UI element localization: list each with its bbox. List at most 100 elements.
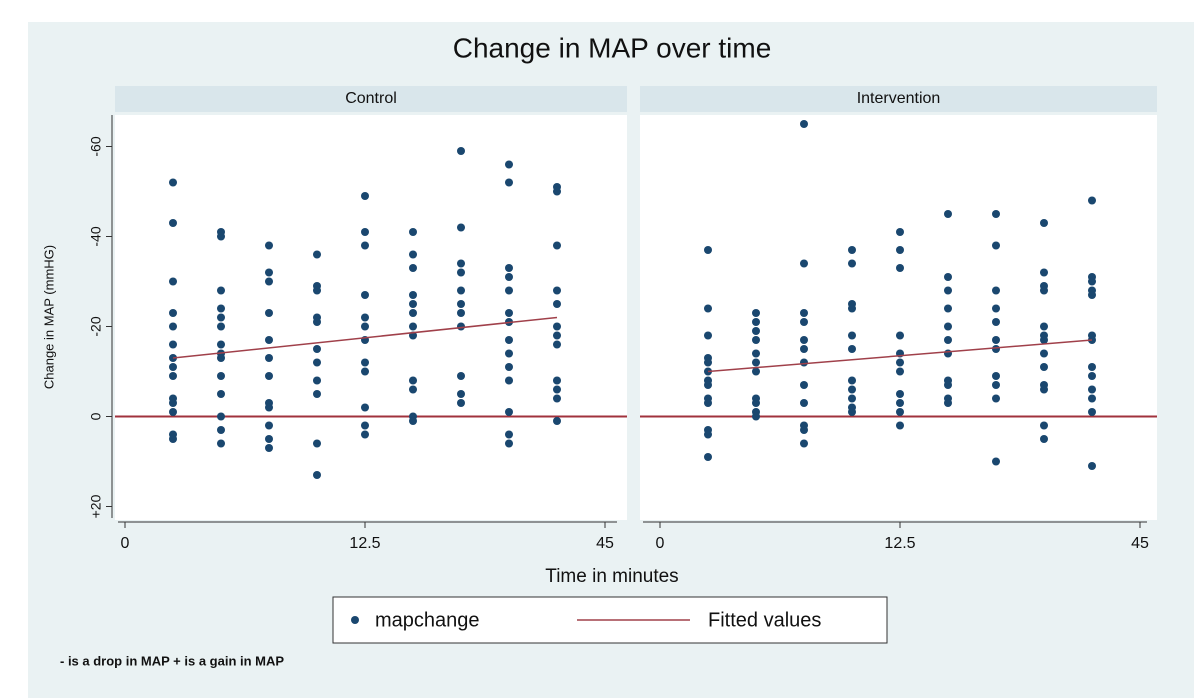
y-tick-label: 0: [88, 412, 104, 420]
panel-title: Intervention: [857, 90, 941, 107]
point: [505, 408, 513, 416]
point: [505, 160, 513, 169]
point: [848, 376, 856, 385]
point: [505, 273, 513, 281]
point: [457, 268, 465, 277]
point: [752, 399, 760, 407]
point: [265, 309, 273, 317]
point: [505, 363, 513, 371]
point: [361, 403, 369, 412]
point: [800, 336, 808, 344]
point: [457, 286, 465, 295]
point: [896, 264, 904, 272]
strip: [115, 86, 627, 112]
y-axis-label: Change in MAP (mmHG): [41, 245, 56, 389]
x-axis-label: Time in minutes: [545, 566, 678, 587]
point: [704, 430, 712, 439]
point: [409, 264, 417, 272]
point: [944, 349, 952, 358]
point: [505, 430, 513, 439]
point: [800, 309, 808, 317]
point: [361, 367, 369, 376]
point: [1040, 421, 1048, 430]
point: [944, 273, 952, 281]
point: [848, 331, 856, 340]
point: [752, 349, 760, 358]
point: [704, 453, 712, 461]
point: [992, 318, 1000, 326]
point: [752, 367, 760, 376]
point: [265, 241, 273, 250]
point: [169, 309, 177, 317]
point: [1088, 196, 1096, 205]
point: [313, 376, 321, 385]
point: [1040, 385, 1048, 394]
point: [409, 385, 417, 394]
point: [169, 340, 177, 349]
point: [848, 394, 856, 403]
point: [457, 259, 465, 268]
point: [896, 228, 904, 236]
point: [752, 412, 760, 421]
point: [848, 385, 856, 394]
point: [553, 417, 561, 425]
point: [553, 331, 561, 340]
point: [848, 246, 856, 254]
point: [752, 358, 760, 367]
point: [169, 277, 177, 286]
point: [553, 241, 561, 250]
point: [169, 408, 177, 416]
point: [1088, 394, 1096, 403]
point: [553, 322, 561, 331]
point: [944, 336, 952, 344]
point: [217, 232, 225, 241]
point: [944, 322, 952, 331]
point: [505, 376, 513, 385]
point: [800, 120, 808, 128]
point: [361, 421, 369, 430]
point: [505, 439, 513, 448]
point: [800, 345, 808, 353]
point: [992, 210, 1000, 218]
point: [265, 403, 273, 412]
point: [752, 318, 760, 326]
plot-area: [115, 115, 627, 520]
point: [1088, 363, 1096, 371]
point: [361, 358, 369, 367]
point: [944, 210, 952, 218]
point: [457, 322, 465, 331]
point: [848, 259, 856, 268]
point: [896, 390, 904, 398]
point: [992, 394, 1000, 403]
point: [505, 336, 513, 344]
x-tick-label: 0: [656, 535, 665, 552]
fitted-line: [707, 339, 1093, 373]
point: [800, 358, 808, 367]
point: [800, 399, 808, 407]
point: [409, 228, 417, 236]
point: [1040, 322, 1048, 331]
point: [265, 435, 273, 443]
x-tick-label: 12.5: [349, 535, 380, 552]
fitted-line: [172, 316, 558, 359]
point: [800, 318, 808, 326]
x-tick-label: 45: [596, 535, 614, 552]
point: [217, 390, 225, 398]
point: [457, 223, 465, 232]
point: [992, 241, 1000, 250]
point: [553, 385, 561, 394]
point: [848, 304, 856, 313]
point: [169, 372, 177, 380]
point: [457, 399, 465, 407]
point: [505, 286, 513, 295]
legend-label: Fitted values: [708, 609, 821, 631]
point: [1088, 462, 1096, 470]
point: [265, 444, 273, 452]
point: [169, 219, 177, 227]
point: [313, 286, 321, 295]
point: [169, 322, 177, 331]
point: [217, 304, 225, 313]
x-tick-label: 45: [1131, 535, 1149, 552]
